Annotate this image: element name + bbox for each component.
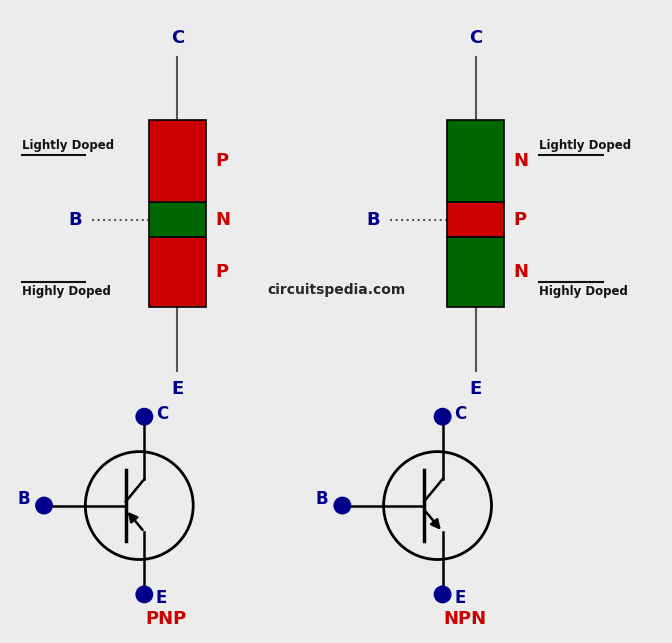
Text: E: E <box>454 588 466 606</box>
Text: C: C <box>171 29 184 47</box>
Text: P: P <box>216 264 228 282</box>
Text: NPN: NPN <box>443 610 486 628</box>
Text: N: N <box>513 152 529 170</box>
Circle shape <box>36 497 52 514</box>
Text: circuitspedia.com: circuitspedia.com <box>267 283 405 297</box>
Circle shape <box>434 586 451 602</box>
Text: E: E <box>156 588 167 606</box>
Bar <box>447 120 504 203</box>
Text: N: N <box>216 211 230 229</box>
Bar <box>447 237 504 307</box>
Bar <box>149 203 206 237</box>
Bar <box>149 237 206 307</box>
Text: C: C <box>156 404 168 422</box>
Circle shape <box>136 586 153 602</box>
Text: Lightly Doped: Lightly Doped <box>539 139 631 152</box>
Text: Lightly Doped: Lightly Doped <box>22 139 114 152</box>
Circle shape <box>434 408 451 425</box>
Text: Highly Doped: Highly Doped <box>539 285 628 298</box>
Text: C: C <box>454 404 466 422</box>
Text: B: B <box>316 490 329 508</box>
Text: B: B <box>69 211 82 229</box>
Text: P: P <box>513 211 527 229</box>
Circle shape <box>136 408 153 425</box>
Text: P: P <box>216 152 228 170</box>
Text: B: B <box>17 490 30 508</box>
Text: N: N <box>513 264 529 282</box>
Bar <box>447 203 504 237</box>
Bar <box>149 120 206 203</box>
Text: Highly Doped: Highly Doped <box>22 285 111 298</box>
Circle shape <box>334 497 351 514</box>
Text: C: C <box>469 29 482 47</box>
Text: PNP: PNP <box>146 610 187 628</box>
Text: B: B <box>367 211 380 229</box>
Text: E: E <box>470 380 482 398</box>
Text: E: E <box>171 380 183 398</box>
